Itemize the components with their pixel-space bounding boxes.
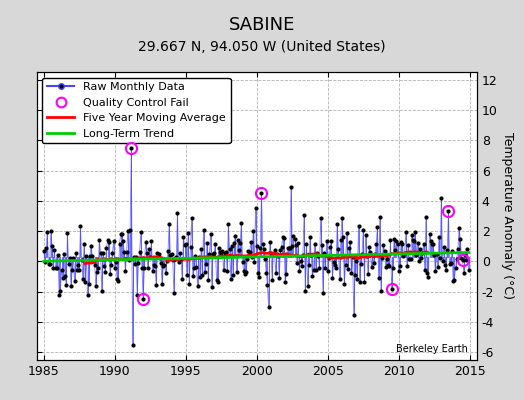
Y-axis label: Temperature Anomaly (°C): Temperature Anomaly (°C) bbox=[501, 132, 514, 300]
Legend: Raw Monthly Data, Quality Control Fail, Five Year Moving Average, Long-Term Tren: Raw Monthly Data, Quality Control Fail, … bbox=[42, 78, 231, 143]
Text: 29.667 N, 94.050 W (United States): 29.667 N, 94.050 W (United States) bbox=[138, 40, 386, 54]
Text: SABINE: SABINE bbox=[229, 16, 295, 34]
Text: Berkeley Earth: Berkeley Earth bbox=[396, 344, 468, 354]
